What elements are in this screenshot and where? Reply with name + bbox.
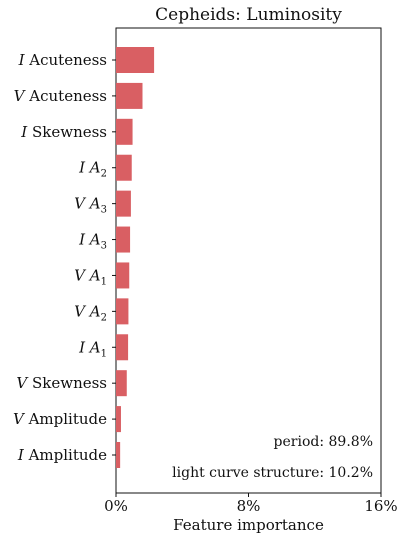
plot-frame (115, 27, 382, 494)
bar-8 (116, 334, 129, 361)
category-label-5: I A3 (78, 231, 107, 252)
light-curve-structure-annotation: light curve structure: 10.2% (172, 465, 373, 481)
period-annotation: period: 89.8% (274, 434, 373, 450)
bar-3 (116, 154, 132, 181)
bar-11 (116, 442, 121, 468)
bars-group (116, 47, 155, 468)
category-label-9: V Skewness (16, 374, 107, 392)
x-ticks-group: 0% 8% 16% (104, 493, 398, 515)
category-label-1: V Acuteness (14, 87, 107, 105)
category-label-6: V A1 (74, 266, 107, 287)
x-tick-label-0: 0% (104, 497, 128, 515)
bar-9 (116, 370, 127, 397)
category-label-10: V Amplitude (13, 410, 107, 428)
x-tick-label-2: 16% (364, 497, 397, 515)
category-label-7: V A2 (74, 302, 107, 323)
bar-4 (116, 190, 131, 217)
category-labels-group: I Acuteness V Acuteness I Skewness I A2 V A3… (13, 51, 116, 464)
bar-10 (116, 406, 121, 433)
bar-1 (116, 82, 143, 109)
category-label-3: I A2 (78, 159, 107, 180)
bar-5 (116, 226, 131, 253)
category-label-4: V A3 (74, 195, 107, 216)
category-label-0: I Acuteness (18, 51, 107, 69)
bar-0 (116, 47, 155, 73)
category-label-2: I Skewness (20, 123, 107, 141)
x-tick-label-1: 8% (237, 497, 261, 515)
bar-2 (116, 118, 133, 145)
bar-7 (116, 298, 129, 325)
chart-title: Cepheids: Luminosity (155, 5, 342, 25)
category-label-11: I Amplitude (17, 446, 107, 464)
x-axis-title: Feature importance (173, 516, 324, 534)
category-label-8: I A1 (78, 338, 107, 359)
bar-6 (116, 262, 130, 289)
